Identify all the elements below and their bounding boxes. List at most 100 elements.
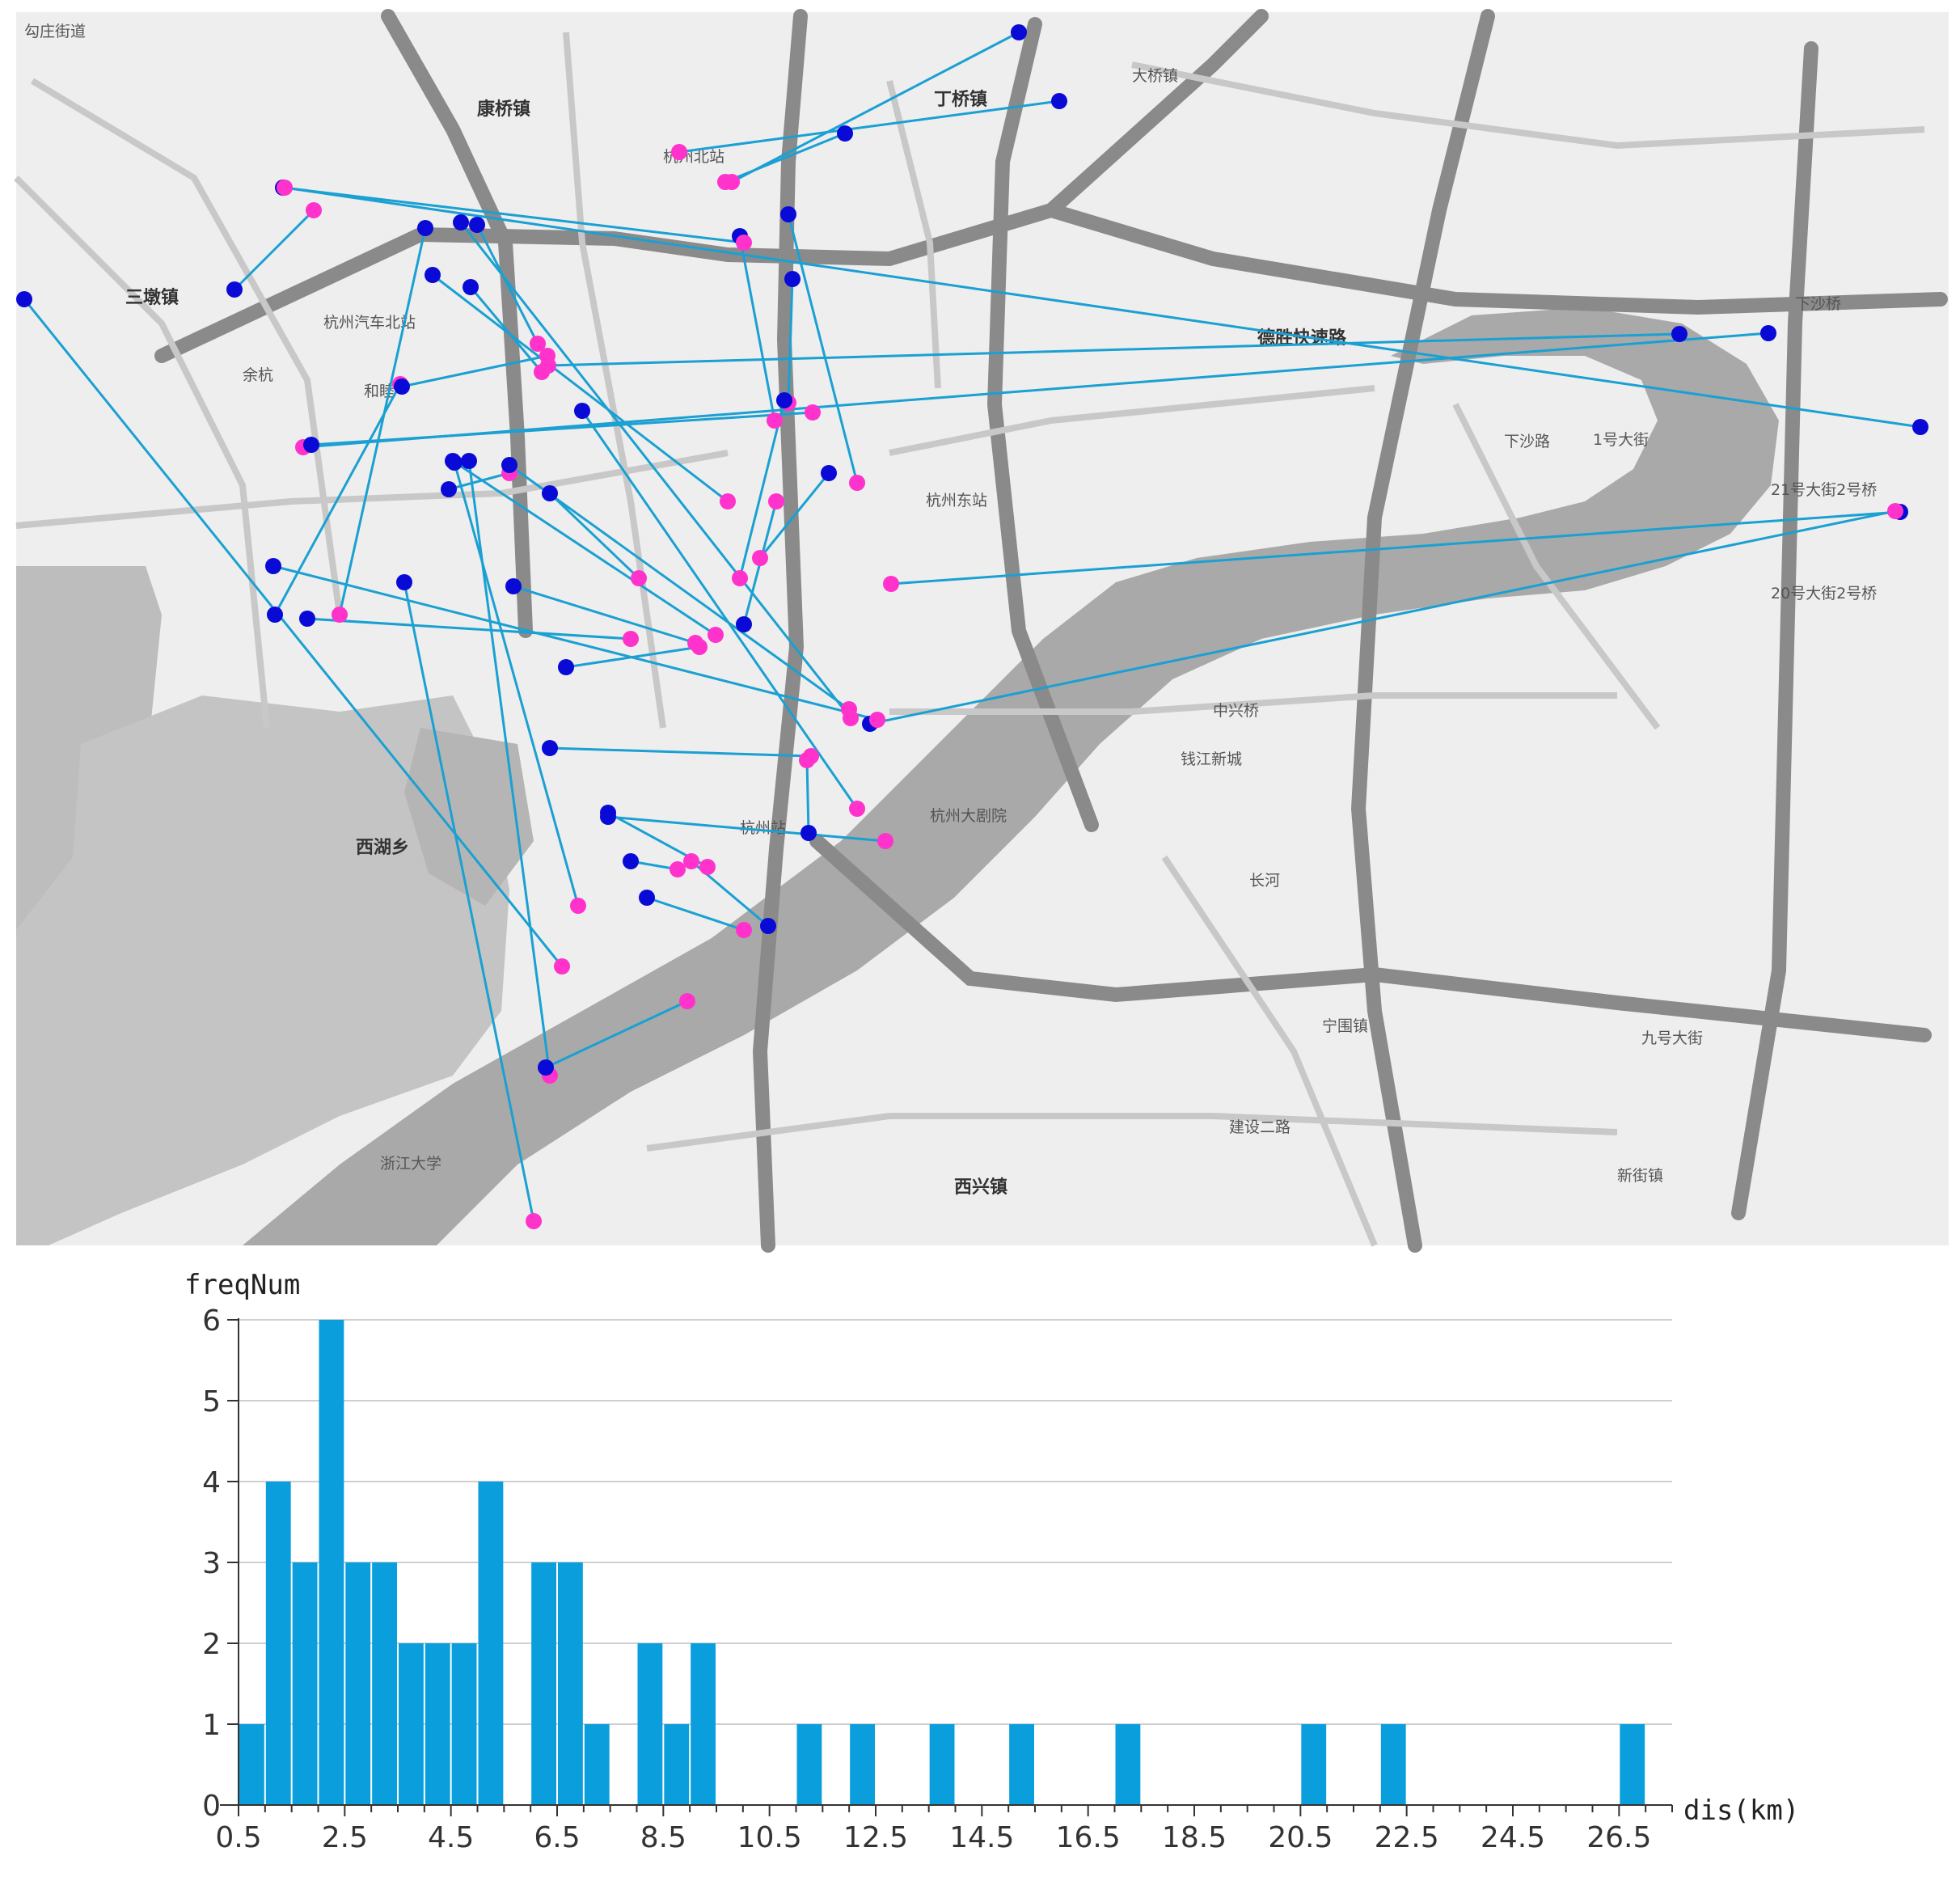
y-tick-label: 5 xyxy=(202,1385,221,1418)
place-label: 大桥镇 xyxy=(1132,67,1178,85)
trip-destination-point xyxy=(554,958,570,974)
trip-line xyxy=(547,332,1680,367)
place-label: 杭州汽车北站 xyxy=(323,314,416,332)
trip-origin-point xyxy=(505,578,522,594)
trip-origin-point xyxy=(445,453,461,469)
histogram-bar xyxy=(1115,1724,1141,1805)
place-label: 建设二路 xyxy=(1229,1118,1290,1136)
trip-origin-point xyxy=(784,271,800,287)
trip-destination-point xyxy=(883,576,899,592)
trip-origin-point xyxy=(776,392,792,408)
trip-line xyxy=(469,286,543,373)
y-tick-label: 2 xyxy=(202,1628,221,1661)
trip-line xyxy=(452,459,716,636)
place-label: 勾庄街道 xyxy=(24,23,86,40)
trip-line xyxy=(581,410,859,810)
x-tick-label: 14.5 xyxy=(949,1821,1014,1854)
trip-destination-point xyxy=(767,412,783,429)
hill-area-block xyxy=(16,695,509,1245)
trip-line xyxy=(403,581,535,1222)
trip-line xyxy=(273,383,402,615)
x-tick-label: 20.5 xyxy=(1268,1821,1333,1854)
trip-destination-point xyxy=(623,631,639,647)
trip-line xyxy=(738,235,776,421)
y-tick-label: 1 xyxy=(202,1709,221,1742)
place-label: 九号大街 xyxy=(1641,1029,1703,1047)
trip-destination-point xyxy=(530,336,546,352)
trip-origin-point xyxy=(736,616,752,632)
trip-line xyxy=(509,463,850,711)
place-label: 西兴镇 xyxy=(954,1177,1007,1198)
trip-destination-point xyxy=(877,833,893,849)
place-label: 余杭 xyxy=(243,366,273,384)
trip-origin-point xyxy=(623,853,639,869)
qiantang-river xyxy=(243,307,1779,1245)
y-tick-label: 0 xyxy=(202,1790,221,1823)
x-tick-label: 10.5 xyxy=(737,1821,802,1854)
trip-destination-point xyxy=(691,639,708,655)
trip-destination-point xyxy=(841,701,857,717)
y-tick-label: 4 xyxy=(202,1466,221,1499)
trip-line xyxy=(738,399,786,579)
trip-origin-point xyxy=(558,659,574,675)
trip-origin-point xyxy=(542,485,558,501)
trip-destination-point xyxy=(306,202,322,218)
trip-destination-point xyxy=(717,174,733,190)
trip-line xyxy=(545,1000,688,1069)
trip-line xyxy=(548,492,640,580)
x-tick-label: 24.5 xyxy=(1481,1821,1545,1854)
trip-line xyxy=(459,222,852,719)
trip-origin-point xyxy=(837,125,853,142)
histogram-bar xyxy=(558,1562,583,1805)
x-tick-label: 4.5 xyxy=(428,1821,474,1854)
trip-origin-point xyxy=(441,481,457,497)
place-label: 下沙路 xyxy=(1504,433,1550,450)
x-tick-label: 0.5 xyxy=(215,1821,261,1854)
x-tick-label: 2.5 xyxy=(322,1821,368,1854)
trip-line xyxy=(513,585,696,645)
histogram-bar xyxy=(399,1643,424,1805)
histogram-canvas: freqNum dis(km) 0 1 2 3 4 5 6 0.5 2.5 4.5 6.5 8.5 1… xyxy=(184,1269,1799,1854)
trip-destination-point xyxy=(526,1213,542,1229)
histogram-bar xyxy=(1009,1724,1034,1805)
place-label: 20号大街2号桥 xyxy=(1771,585,1877,602)
x-tick-label: 16.5 xyxy=(1056,1821,1121,1854)
place-label: 1号大街 xyxy=(1593,431,1649,449)
trip-destination-point xyxy=(736,235,752,251)
trip-destination-point xyxy=(720,493,736,509)
trip-map: 勾庄街道 康桥镇 丁桥镇 大桥镇 杭州北站 三墩镇 杭州汽车北站 和睦 杭州东站… xyxy=(14,9,1949,1253)
trip-line xyxy=(475,224,539,345)
trip-destination-point xyxy=(849,475,865,491)
histogram-bar xyxy=(1620,1724,1645,1805)
histogram-bar xyxy=(451,1643,477,1805)
trip-destination-point xyxy=(799,752,815,768)
x-tick-label: 26.5 xyxy=(1586,1821,1651,1854)
place-label: 钱江新城 xyxy=(1181,750,1242,768)
histogram-bar xyxy=(239,1724,264,1805)
histogram-bar xyxy=(637,1643,663,1805)
trip-line xyxy=(890,510,1901,586)
x-axis-title: dis(km) xyxy=(1683,1795,1799,1827)
x-tick-label: 12.5 xyxy=(843,1821,908,1854)
trip-origin-point xyxy=(1011,24,1027,40)
trip-destination-point xyxy=(277,180,293,196)
trip-destination-point xyxy=(670,861,686,877)
place-label: 21号大街2号桥 xyxy=(1771,481,1877,499)
trip-origin-point xyxy=(226,281,243,298)
place-label: 宁围镇 xyxy=(1322,1017,1368,1035)
trip-destination-point xyxy=(332,607,348,623)
trip-line xyxy=(282,186,745,244)
trip-line xyxy=(724,132,846,184)
place-label: 康桥镇 xyxy=(477,99,530,120)
trip-line xyxy=(432,273,729,503)
trip-origin-point xyxy=(760,918,776,934)
trip-origin-point xyxy=(600,809,616,825)
histogram-bar xyxy=(929,1724,955,1805)
trip-line xyxy=(787,213,859,484)
trip-origin-point xyxy=(461,453,477,469)
place-label: 三墩镇 xyxy=(125,287,179,308)
trip-line xyxy=(731,31,1020,184)
trip-destination-point xyxy=(679,993,695,1009)
trip-line xyxy=(549,746,812,758)
histogram-bar xyxy=(478,1482,504,1805)
